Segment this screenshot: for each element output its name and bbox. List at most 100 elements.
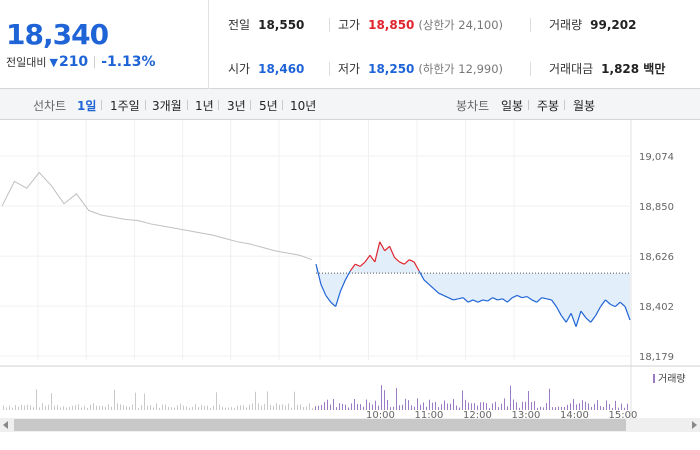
volume-bar	[267, 391, 268, 410]
volume-bar	[483, 402, 484, 410]
down-arrow-icon: ▼	[49, 55, 58, 69]
y-tick-label: 18,402	[639, 302, 674, 313]
tab-divider	[145, 100, 146, 110]
volume-bar	[369, 402, 370, 410]
volume-bar	[468, 402, 469, 410]
volume-bar	[591, 406, 592, 410]
volume-bar	[423, 402, 424, 410]
volume-bar	[549, 388, 550, 410]
price-segment	[590, 315, 597, 323]
volume-bar	[585, 401, 586, 410]
volume-bar	[540, 406, 541, 410]
price-segment	[315, 264, 322, 285]
volume-bar	[33, 407, 34, 410]
volume-bar	[348, 407, 349, 410]
price-segment	[614, 301, 621, 308]
tab-monthly-candle[interactable]: 월봉	[573, 99, 596, 113]
volume-bar	[510, 385, 511, 410]
volume-value: 99,202	[590, 18, 637, 32]
volume-bar	[57, 405, 58, 410]
price-segment	[389, 246, 396, 258]
volume-bar	[93, 403, 94, 410]
tab-3year[interactable]: 3년	[227, 99, 246, 113]
price-segment	[502, 298, 508, 303]
chart-canvas: 19,074 18,850 18,626 18,402 18,179 거래량 10:00…	[0, 120, 700, 418]
volume-bar	[189, 407, 190, 410]
volume-bar	[402, 404, 403, 410]
price-chart[interactable]: 19,074 18,850 18,626 18,402 18,179 거래량 10:00…	[0, 120, 700, 450]
tab-divider	[187, 100, 188, 110]
high-label: 고가	[338, 18, 361, 32]
volume-bar	[519, 407, 520, 410]
tab-1day[interactable]: 1일	[77, 99, 97, 113]
price-segment	[433, 288, 440, 294]
volume-legend-label: 거래량	[658, 373, 686, 385]
volume-bar	[228, 407, 229, 410]
chart-scrollbar[interactable]	[0, 418, 700, 432]
change-row: 전일대비 ▼ 210 -1.13%	[6, 54, 156, 70]
volume-bar	[159, 407, 160, 410]
volume-bar	[450, 403, 451, 410]
volume-bar	[3, 405, 4, 410]
price-segment	[546, 298, 552, 301]
volume-bar	[9, 405, 10, 410]
tab-divider	[528, 100, 529, 110]
price-segment	[344, 270, 351, 281]
volume-bar	[495, 401, 496, 410]
volume-bar	[564, 406, 565, 410]
volume-bar	[384, 390, 385, 410]
x-tick-label: 11:00	[415, 410, 444, 418]
price-segment	[619, 301, 626, 308]
prev-close-value: 18,550	[258, 18, 305, 32]
volume-bar	[213, 405, 214, 410]
volume-bar	[192, 406, 193, 410]
upper-limit: (상한가 24,100)	[418, 18, 504, 32]
tab-5year[interactable]: 5년	[259, 99, 278, 113]
volume-bar	[207, 405, 208, 410]
volume-bar	[129, 406, 130, 410]
scroll-right-icon[interactable]	[692, 421, 697, 429]
high-value: 18,850	[368, 18, 415, 32]
tab-divider	[564, 100, 565, 110]
tab-daily-candle[interactable]: 일봉	[501, 99, 524, 113]
volume-bar	[528, 391, 529, 410]
price-segment	[565, 313, 572, 323]
y-tick-label: 18,626	[639, 252, 674, 263]
volume-bar	[39, 407, 40, 410]
volume-bar	[507, 406, 508, 410]
tab-1year[interactable]: 1년	[195, 99, 214, 113]
volume-bar	[324, 402, 325, 410]
volume-bar	[258, 403, 259, 410]
price-segment	[531, 299, 538, 303]
volume-bar	[534, 401, 535, 410]
tab-10year[interactable]: 10년	[290, 99, 317, 113]
volume-bar	[492, 403, 493, 410]
y-tick-label: 18,179	[639, 352, 674, 363]
volume-bar	[270, 404, 271, 410]
volume-bar	[153, 407, 154, 410]
volume-bar	[198, 407, 199, 410]
price-segment	[575, 310, 582, 327]
low-stat: 저가 18,250 (하한가 12,990)	[338, 60, 503, 77]
scroll-thumb[interactable]	[14, 419, 626, 431]
volume-bar	[24, 405, 25, 410]
volume-bar	[459, 407, 460, 410]
price-segment	[551, 299, 557, 307]
tab-weekly-candle[interactable]: 주봉	[537, 99, 560, 113]
volume-bar	[96, 405, 97, 410]
volume-bar	[78, 404, 79, 410]
volume-bar	[84, 405, 85, 410]
price-segment	[492, 297, 498, 301]
volume-bar	[531, 402, 532, 410]
volume-bar	[627, 403, 628, 410]
tab-3month[interactable]: 3개월	[152, 99, 182, 113]
volume-bar	[237, 405, 238, 410]
volume-bar	[252, 403, 253, 410]
volume-bar	[156, 403, 157, 410]
volume-bar	[21, 404, 22, 410]
scroll-left-icon[interactable]	[3, 421, 8, 429]
price-segment	[600, 299, 606, 307]
volume-bar	[444, 400, 445, 410]
volume-bar	[279, 404, 280, 410]
tab-1week[interactable]: 1주일	[110, 99, 140, 113]
